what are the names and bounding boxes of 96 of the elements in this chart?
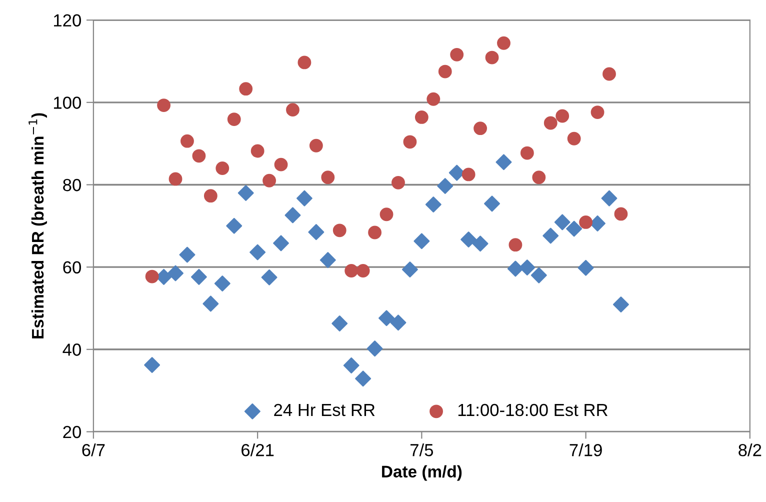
point: [566, 220, 582, 237]
point: [273, 235, 289, 252]
point: [296, 190, 312, 206]
point: [485, 50, 499, 64]
point: [460, 232, 477, 248]
point: [414, 110, 428, 124]
point: [544, 116, 558, 130]
point: [157, 98, 170, 112]
point: [261, 269, 278, 286]
point: [474, 122, 488, 136]
point: [366, 340, 383, 357]
point: [332, 224, 346, 238]
point: [144, 357, 160, 374]
y-tick-label: 120: [54, 14, 81, 27]
point: [450, 48, 464, 62]
x-tick-label: 7/5: [410, 444, 434, 456]
point: [286, 103, 300, 117]
x-tick-label: 6/7: [82, 444, 105, 456]
point: [462, 168, 476, 182]
point: [308, 224, 324, 240]
point: [274, 158, 288, 172]
legend-label: 11:00-18:00 Est RR: [458, 404, 608, 416]
point: [496, 154, 512, 170]
point: [192, 149, 206, 163]
point: [239, 82, 253, 96]
point: [378, 310, 394, 326]
point: [484, 196, 500, 212]
y-tick-label: 20: [63, 426, 81, 438]
point: [204, 189, 218, 203]
point: [320, 252, 336, 268]
point: [392, 176, 405, 190]
y-axis-title: Estimated RR (breath min$^{−1}$): [28, 113, 47, 338]
point: [402, 262, 418, 278]
point: [284, 207, 301, 224]
point: [554, 214, 570, 230]
point: [216, 162, 230, 175]
point: [614, 207, 628, 221]
point: [403, 135, 417, 149]
legend-label: 24 Hr Est RR: [274, 404, 375, 416]
x-tick-label: 7/19: [570, 444, 602, 456]
point: [426, 92, 440, 106]
y-tick-label: 100: [54, 96, 81, 109]
point: [556, 109, 570, 123]
point: [519, 259, 536, 276]
point: [202, 296, 219, 312]
point: [168, 265, 184, 282]
point: [344, 264, 358, 278]
point: [448, 164, 465, 181]
point: [343, 357, 360, 374]
x-tick-label: 6/21: [242, 444, 274, 456]
point: [321, 170, 335, 184]
point: [612, 296, 629, 312]
point: [578, 260, 594, 276]
y-tick-label: 40: [62, 344, 81, 356]
point: [355, 370, 372, 387]
point: [530, 267, 547, 284]
point: [590, 215, 606, 232]
point: [437, 178, 454, 194]
point: [438, 64, 452, 78]
point: [520, 146, 534, 160]
point: [227, 112, 241, 126]
point: [356, 264, 370, 278]
x-axis-title: Date (m/d): [382, 465, 462, 481]
point: [390, 314, 406, 331]
point: [226, 218, 242, 234]
point: [262, 174, 276, 188]
y-tick-label: 60: [63, 261, 81, 274]
point: [508, 238, 522, 252]
point: [250, 244, 266, 260]
point: [332, 315, 348, 332]
point: [602, 67, 616, 81]
point: [497, 36, 510, 50]
point: [250, 144, 264, 158]
point: [579, 215, 593, 229]
point: [179, 246, 196, 263]
point: [507, 260, 524, 277]
point: [590, 106, 604, 119]
point: [532, 170, 546, 184]
point: [145, 270, 159, 284]
point: [425, 196, 442, 212]
y-tick-label: 80: [63, 178, 81, 192]
point: [298, 56, 312, 70]
point: [214, 276, 230, 292]
x-tick-label: 8/2: [738, 444, 762, 456]
point: [368, 226, 382, 240]
point: [238, 184, 254, 201]
point: [414, 233, 430, 250]
point: [380, 208, 394, 222]
point: [168, 172, 182, 186]
point: [472, 236, 488, 252]
point: [567, 132, 581, 146]
point: [542, 228, 559, 244]
point: [309, 138, 323, 152]
point: [601, 190, 618, 206]
point: [190, 268, 207, 285]
point: [180, 134, 194, 148]
